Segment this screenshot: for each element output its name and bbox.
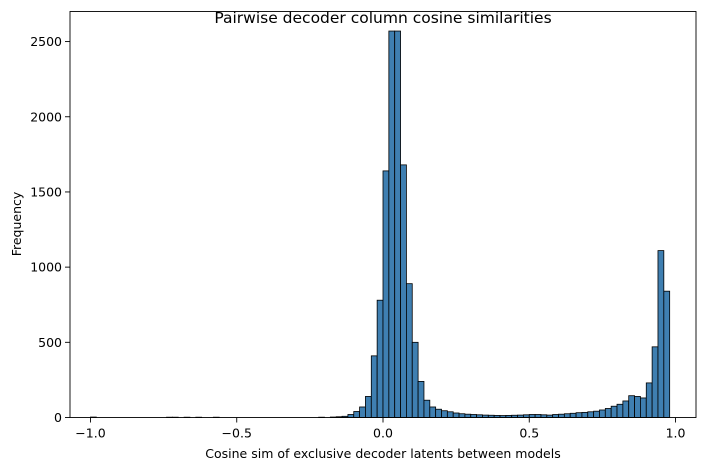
histogram-bar bbox=[441, 410, 448, 418]
histogram-bar bbox=[587, 411, 595, 418]
histogram-bar bbox=[464, 413, 472, 418]
histogram-bar bbox=[388, 30, 396, 418]
y-tick-label: 0 bbox=[54, 410, 62, 425]
histogram-bar bbox=[353, 411, 360, 418]
histogram-bar bbox=[651, 346, 659, 418]
x-ticks: −1.0 −0.5 0.0 0.5 1.0 bbox=[75, 417, 686, 441]
histogram-bar bbox=[370, 355, 378, 418]
histogram-bar bbox=[581, 411, 589, 418]
histogram-bar bbox=[622, 400, 630, 418]
y-tick-label: 1500 bbox=[30, 184, 62, 199]
histogram-bar bbox=[435, 408, 442, 418]
histogram-bar bbox=[411, 341, 419, 418]
y-tick-label: 1000 bbox=[30, 260, 62, 275]
histogram-bar bbox=[640, 397, 647, 418]
y-tick-label: 2000 bbox=[30, 109, 62, 124]
y-ticks: 0 500 1000 1500 2000 2500 bbox=[30, 34, 70, 425]
x-axis-label: Cosine sim of exclusive decoder latents … bbox=[205, 446, 560, 461]
y-axis-label: Frequency bbox=[9, 191, 24, 256]
histogram-bar bbox=[604, 408, 612, 418]
histogram-bar bbox=[534, 414, 542, 418]
bars-group bbox=[90, 30, 671, 418]
histogram-bar bbox=[382, 170, 390, 418]
histogram-bar bbox=[599, 409, 606, 418]
histogram-bar bbox=[359, 406, 366, 418]
x-tick-label: −1.0 bbox=[75, 426, 105, 441]
histogram-bar bbox=[628, 395, 635, 418]
histogram-bar bbox=[446, 411, 454, 418]
histogram-bar bbox=[458, 413, 466, 418]
x-tick-label: 1.0 bbox=[666, 426, 686, 441]
histogram-bar bbox=[423, 399, 431, 418]
y-tick-label: 500 bbox=[38, 335, 62, 350]
histogram-bar bbox=[552, 414, 559, 418]
histogram-bar bbox=[575, 412, 583, 418]
plot-frame bbox=[69, 11, 697, 418]
histogram-bar bbox=[429, 406, 437, 418]
histogram-bar bbox=[558, 413, 565, 418]
histogram-bar bbox=[657, 250, 665, 418]
histogram-bar bbox=[376, 299, 384, 418]
histogram-bar bbox=[569, 412, 577, 418]
histogram-bar bbox=[610, 405, 618, 418]
histogram-bar bbox=[663, 290, 671, 418]
histogram-bar bbox=[634, 396, 641, 418]
histogram-bar bbox=[593, 410, 600, 418]
histogram-bar bbox=[347, 414, 355, 418]
histogram-bar bbox=[528, 414, 536, 418]
x-tick-label: 0.5 bbox=[519, 426, 539, 441]
histogram-bar bbox=[417, 381, 425, 418]
histogram-bar bbox=[394, 30, 401, 418]
histogram-bar bbox=[563, 413, 571, 418]
x-tick-label: −0.5 bbox=[222, 426, 252, 441]
histogram-bar bbox=[616, 403, 624, 418]
histogram-bar bbox=[645, 382, 653, 418]
histogram-bar bbox=[406, 283, 413, 418]
x-tick-label: 0.0 bbox=[373, 426, 393, 441]
chart-title: Pairwise decoder column cosine similarit… bbox=[214, 9, 551, 27]
histogram-bar bbox=[400, 164, 407, 418]
histogram-bar bbox=[365, 396, 372, 418]
histogram-bar bbox=[452, 412, 460, 418]
y-tick-label: 2500 bbox=[30, 34, 62, 49]
histogram-bar bbox=[470, 414, 478, 418]
